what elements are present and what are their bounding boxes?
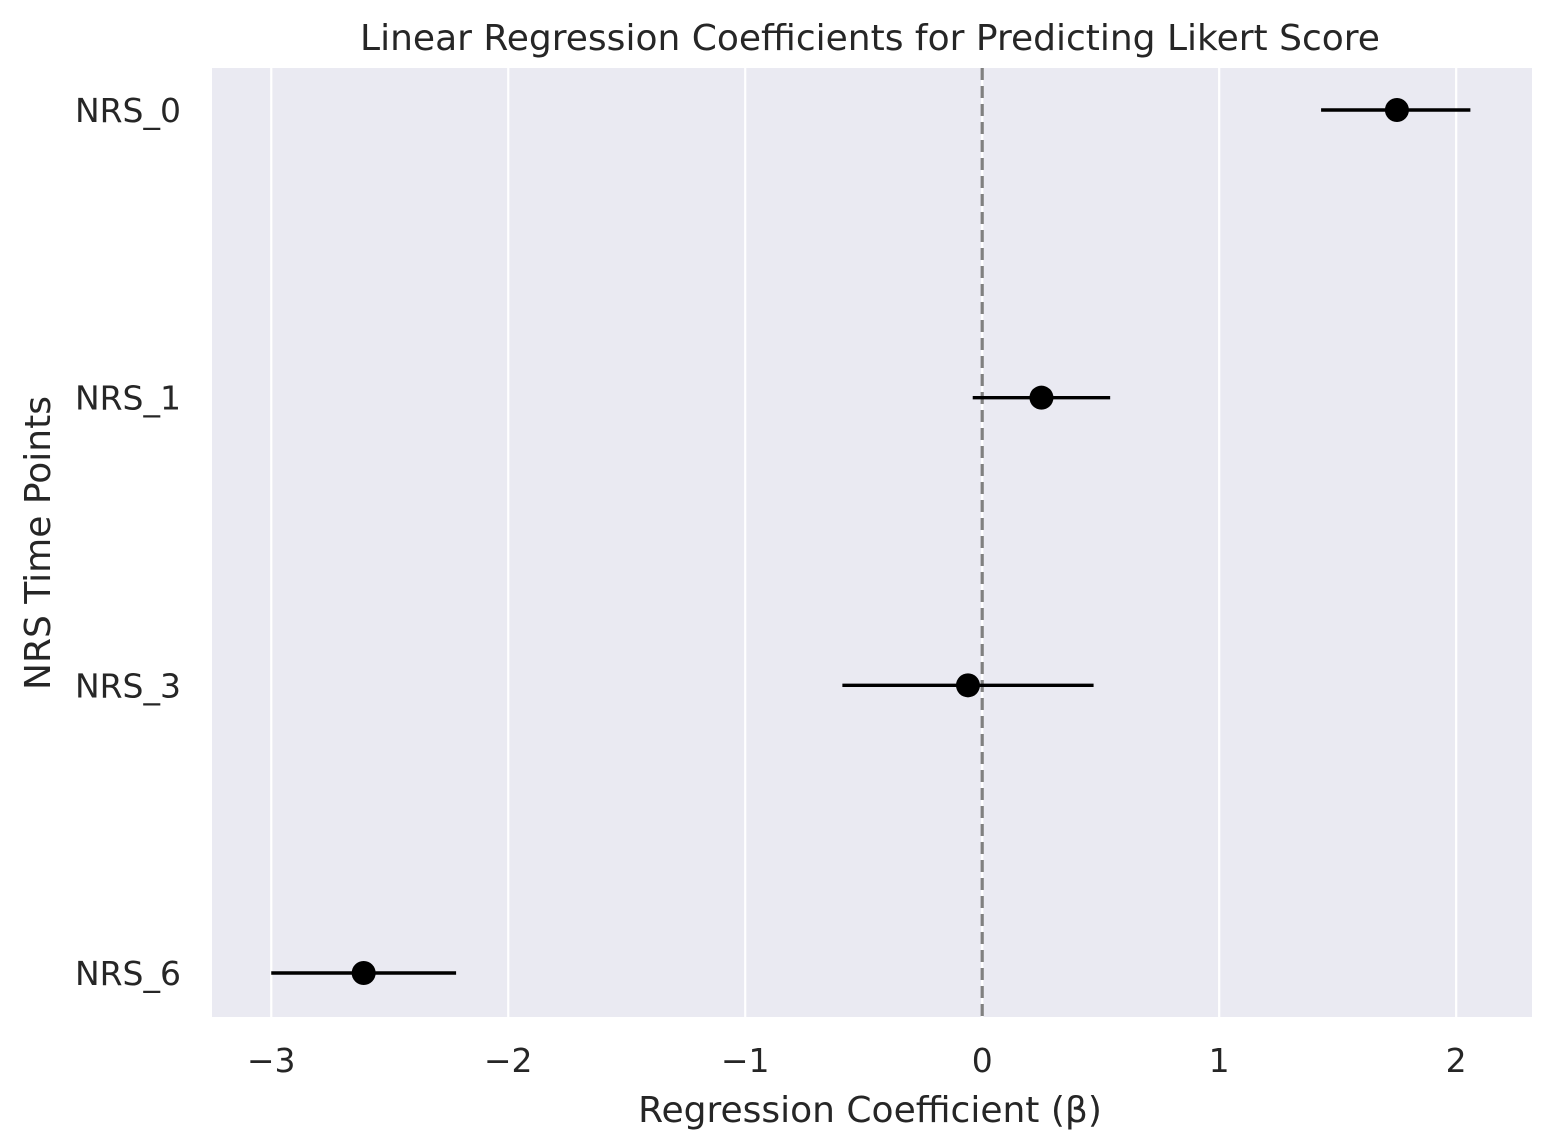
x-tick-label: 1	[1209, 1041, 1230, 1080]
x-axis-ticks: −3 −2 −1 0 1 2	[247, 1041, 1467, 1080]
x-tick-label: 2	[1446, 1041, 1467, 1080]
x-tick-label: −3	[247, 1041, 296, 1080]
plot-background	[212, 68, 1532, 1017]
y-axis-label: NRS Time Points	[18, 396, 59, 690]
coefficient-point	[1384, 98, 1409, 122]
data-marks	[271, 98, 1471, 985]
grid-lines	[270, 68, 1458, 1017]
x-tick-label: 0	[972, 1041, 993, 1080]
y-tick-label: NRS_1	[75, 379, 181, 418]
y-tick-label: NRS_0	[75, 91, 181, 130]
coefficient-point	[351, 961, 376, 985]
x-tick-label: −2	[484, 1041, 533, 1080]
y-tick-label: NRS_6	[75, 954, 181, 993]
y-axis-ticks: NRS_0 NRS_1 NRS_3 NRS_6	[75, 91, 181, 993]
y-tick-label: NRS_3	[75, 666, 181, 705]
x-tick-label: −1	[721, 1041, 770, 1080]
coefficient-point	[1029, 385, 1054, 410]
coefficient-point	[955, 673, 980, 698]
chart-title: Linear Regression Coefficients for Predi…	[360, 18, 1380, 59]
x-axis-label: Regression Coefficient (β)	[638, 1090, 1102, 1131]
